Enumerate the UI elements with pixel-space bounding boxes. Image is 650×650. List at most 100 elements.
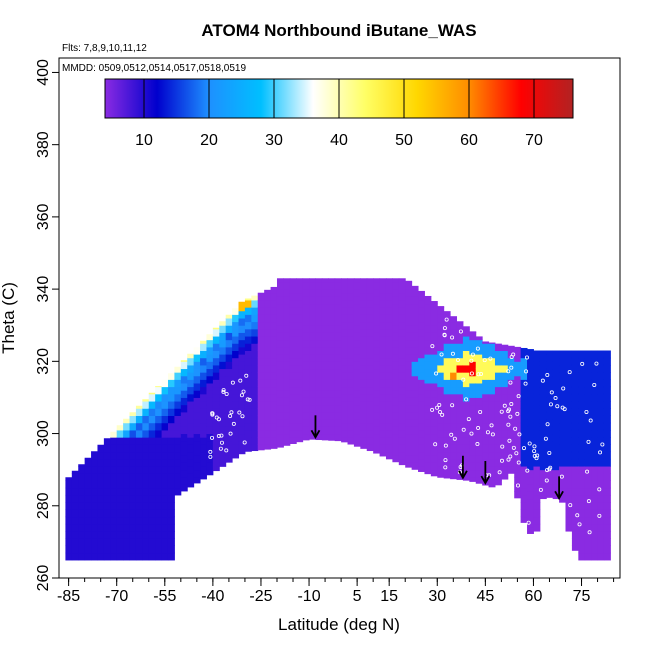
heatmap-cell: [488, 393, 496, 402]
heatmap-cell: [129, 451, 137, 460]
heatmap-cell: [360, 336, 368, 344]
heatmap-cell: [270, 364, 278, 373]
heatmap-cell: [507, 408, 515, 416]
heatmap-cell: [289, 314, 297, 323]
heatmap-cell: [597, 422, 605, 431]
heatmap-cell: [411, 354, 419, 362]
heatmap-cell: [334, 339, 342, 348]
heatmap-cell: [135, 552, 143, 561]
sample-point: [588, 418, 593, 423]
heatmap-cell: [514, 375, 522, 384]
heatmap-cell: [424, 325, 432, 333]
heatmap-cell: [527, 404, 534, 413]
heatmap-cell: [373, 303, 381, 312]
heatmap-cell: [129, 523, 137, 532]
heatmap-cell: [110, 487, 118, 496]
heatmap-cell: [514, 426, 522, 435]
heatmap-cell: [142, 401, 150, 409]
heatmap-cell: [251, 444, 259, 452]
heatmap-cell: [443, 473, 451, 479]
heatmap-cell: [385, 357, 393, 366]
heatmap-cell: [167, 415, 175, 424]
heatmap-cell: [482, 372, 490, 380]
heatmap-cell: [97, 494, 105, 503]
heatmap-cell: [597, 415, 605, 424]
heatmap-cell: [527, 354, 534, 362]
heatmap-cell: [244, 357, 252, 366]
heatmap-cell: [546, 404, 554, 413]
heatmap-cell: [129, 509, 137, 518]
heatmap-cell: [193, 426, 201, 435]
heatmap-cell: [155, 444, 163, 453]
heatmap-cell: [225, 397, 233, 406]
heatmap-cell: [309, 411, 316, 420]
heatmap-cell: [110, 458, 118, 467]
heatmap-cell: [450, 437, 458, 445]
heatmap-cell: [78, 480, 86, 489]
heatmap-cell: [276, 383, 284, 391]
heatmap-cell: [103, 538, 111, 546]
heatmap-cell: [78, 473, 86, 481]
heatmap-cell: [520, 401, 528, 409]
heatmap-cell: [353, 281, 361, 290]
heatmap-cell: [494, 473, 502, 481]
heatmap-cell: [437, 307, 445, 315]
heatmap-cell: [430, 426, 438, 435]
heatmap-cell: [565, 408, 573, 416]
y-tick-label: 280: [35, 492, 52, 519]
heatmap-cell: [591, 386, 599, 395]
heatmap-cell: [514, 383, 522, 391]
heatmap-cell: [347, 307, 355, 315]
flights-annotation: Flts: 7,8,9,10,11,12: [62, 43, 147, 54]
y-tick-label: 320: [35, 348, 52, 375]
heatmap-cell: [212, 458, 220, 467]
heatmap-cell: [123, 480, 131, 489]
heatmap-cell: [283, 296, 291, 305]
heatmap-cell: [341, 292, 349, 301]
sample-point: [450, 335, 455, 340]
heatmap-cell: [334, 426, 342, 435]
heatmap-cell: [597, 386, 605, 395]
heatmap-cell: [392, 310, 400, 319]
heatmap-cell: [578, 364, 586, 373]
heatmap-cell: [251, 415, 259, 424]
plot-frame: [58, 57, 621, 579]
heatmap-cell: [571, 379, 579, 388]
heatmap-cell: [443, 386, 451, 395]
heatmap-cell: [584, 458, 592, 467]
heatmap-cell: [469, 411, 477, 420]
heatmap-cell: [309, 426, 316, 435]
heatmap-cell: [501, 466, 509, 474]
heatmap-cell: [353, 325, 361, 333]
heatmap-cell: [341, 357, 349, 366]
heatmap-cell: [110, 494, 118, 503]
heatmap-cell: [494, 408, 502, 416]
heatmap-cell: [219, 411, 227, 420]
heatmap-cell: [424, 383, 432, 391]
x-tick-label: -55: [153, 588, 176, 605]
heatmap-cell: [148, 538, 156, 546]
heatmap-cell: [180, 484, 188, 492]
heatmap-cell: [597, 480, 605, 489]
heatmap-cell: [161, 444, 169, 453]
heatmap-cell: [533, 516, 541, 525]
heatmap-cell: [180, 469, 188, 478]
heatmap-cell: [584, 552, 592, 561]
heatmap-cell: [334, 354, 342, 362]
heatmap-cell: [110, 516, 118, 525]
heatmap-cell: [334, 332, 342, 341]
heatmap-cell: [309, 325, 316, 333]
sample-point: [439, 352, 444, 357]
heatmap-cell: [379, 364, 387, 373]
heatmap-cell: [392, 278, 400, 283]
heatmap-cell: [84, 480, 92, 489]
heatmap-cell: [244, 429, 252, 438]
sample-point: [511, 352, 516, 357]
heatmap-cell: [603, 350, 611, 359]
heatmap-cell: [475, 426, 483, 435]
heatmap-cell: [533, 429, 541, 438]
heatmap-cell: [398, 292, 406, 301]
heatmap-cell: [603, 531, 611, 539]
heatmap-cell: [591, 408, 599, 416]
x-axis: -85 -70 -55 -40 -25 -10 5 15 30 45 60 75: [57, 578, 615, 605]
